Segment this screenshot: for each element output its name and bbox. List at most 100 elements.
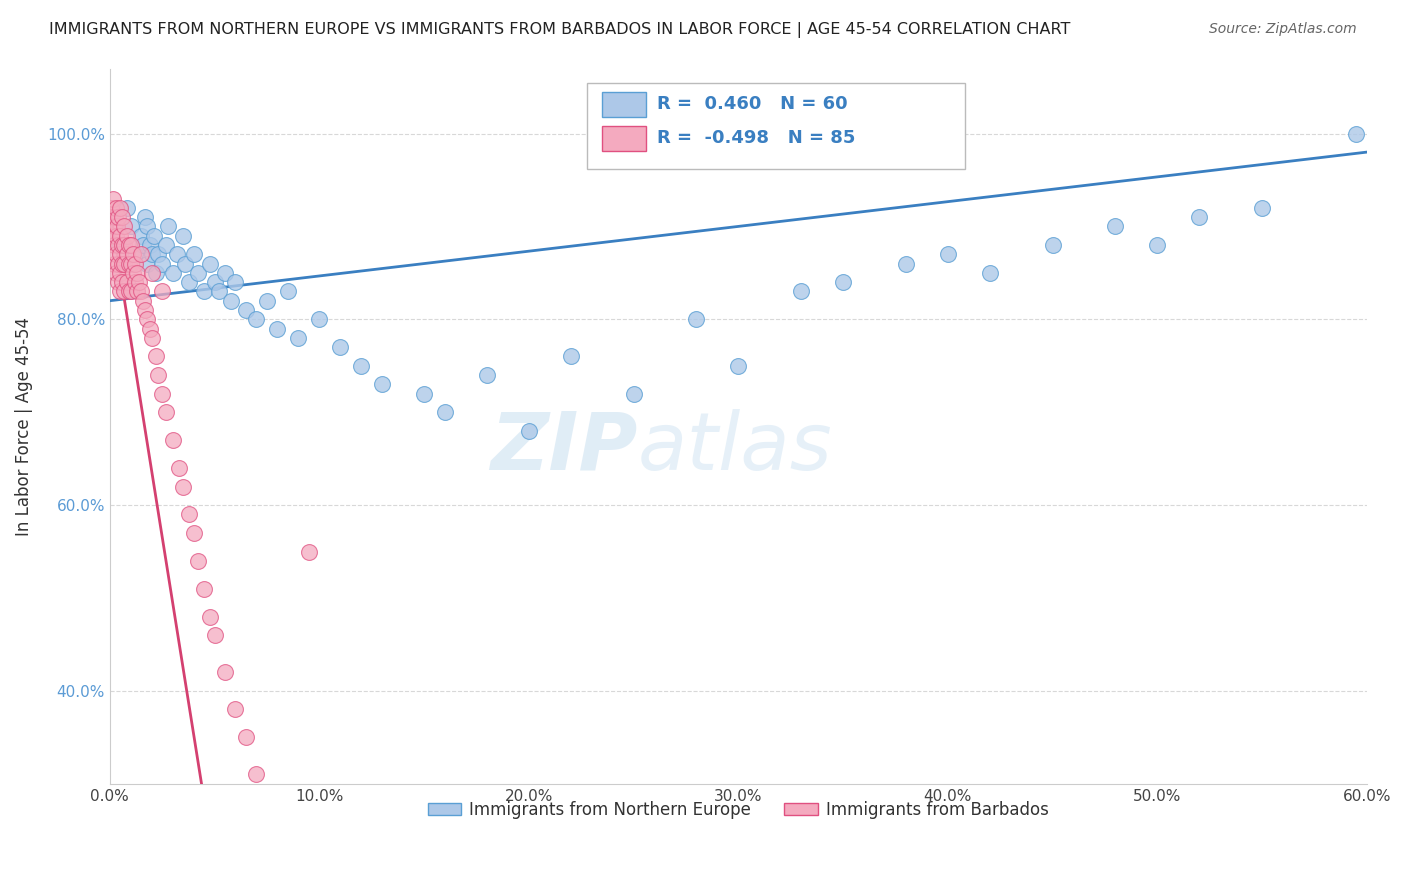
Point	[150, 285, 173, 299]
FancyBboxPatch shape	[588, 83, 965, 169]
Point	[124, 275, 146, 289]
Point	[110, 201, 132, 215]
Point	[155, 238, 177, 252]
Point	[193, 285, 215, 299]
Point	[101, 192, 124, 206]
Point	[117, 256, 139, 270]
Bar	[603, 126, 647, 151]
Point	[129, 247, 152, 261]
Point	[162, 266, 184, 280]
Point	[287, 331, 309, 345]
Point	[187, 554, 209, 568]
Point	[245, 767, 267, 781]
Point	[120, 219, 142, 234]
Point	[350, 359, 373, 373]
Point	[105, 266, 128, 280]
Point	[103, 219, 125, 234]
Point	[256, 795, 278, 809]
Point	[110, 266, 132, 280]
Point	[107, 238, 129, 252]
Point	[179, 275, 201, 289]
Point	[214, 266, 236, 280]
Point	[157, 219, 180, 234]
Point	[371, 377, 394, 392]
Point	[433, 405, 456, 419]
Text: R =  0.460   N = 60: R = 0.460 N = 60	[657, 95, 848, 113]
Point	[111, 256, 134, 270]
Point	[235, 303, 257, 318]
Point	[105, 201, 128, 215]
Point	[136, 219, 159, 234]
Point	[115, 201, 138, 215]
Point	[141, 247, 163, 261]
Point	[187, 266, 209, 280]
Point	[298, 544, 321, 558]
Point	[475, 368, 498, 382]
Point	[174, 256, 197, 270]
Point	[117, 238, 139, 252]
Point	[623, 386, 645, 401]
Point	[287, 879, 309, 892]
Point	[179, 508, 201, 522]
Point	[1251, 201, 1274, 215]
Point	[150, 386, 173, 401]
Point	[517, 424, 540, 438]
Point	[979, 266, 1001, 280]
Point	[1146, 238, 1168, 252]
Point	[142, 228, 165, 243]
Point	[104, 210, 127, 224]
Point	[103, 238, 125, 252]
Point	[308, 312, 330, 326]
Point	[166, 247, 188, 261]
Point	[685, 312, 707, 326]
Point	[134, 210, 156, 224]
Point	[120, 256, 142, 270]
Point	[134, 303, 156, 318]
Point	[107, 256, 129, 270]
Point	[790, 285, 813, 299]
Point	[121, 247, 143, 261]
Point	[120, 285, 142, 299]
Point	[124, 247, 146, 261]
Point	[183, 247, 205, 261]
Point	[214, 665, 236, 680]
Point	[110, 285, 132, 299]
Point	[105, 247, 128, 261]
Point	[111, 238, 134, 252]
Point	[129, 228, 152, 243]
Point	[936, 247, 959, 261]
Point	[172, 228, 194, 243]
Point	[146, 368, 169, 382]
Point	[277, 285, 299, 299]
Point	[224, 275, 246, 289]
Point	[111, 275, 134, 289]
Point	[138, 321, 160, 335]
Point	[125, 285, 148, 299]
Point	[112, 285, 135, 299]
Point	[100, 201, 122, 215]
Point	[128, 275, 150, 289]
Point	[167, 461, 190, 475]
Point	[146, 247, 169, 261]
Point	[117, 285, 139, 299]
Point	[129, 285, 152, 299]
Text: ZIP: ZIP	[491, 409, 638, 486]
Point	[266, 823, 288, 838]
Point	[200, 609, 222, 624]
Point	[832, 275, 855, 289]
Text: Source: ZipAtlas.com: Source: ZipAtlas.com	[1209, 22, 1357, 37]
Point	[1042, 238, 1064, 252]
Point	[1188, 210, 1211, 224]
Point	[121, 266, 143, 280]
Point	[145, 350, 167, 364]
Point	[560, 350, 582, 364]
Point	[111, 210, 134, 224]
Point	[894, 256, 917, 270]
Point	[204, 628, 226, 642]
Point	[136, 312, 159, 326]
Point	[329, 340, 352, 354]
Point	[172, 479, 194, 493]
Point	[150, 256, 173, 270]
Point	[266, 321, 288, 335]
Point	[115, 275, 138, 289]
